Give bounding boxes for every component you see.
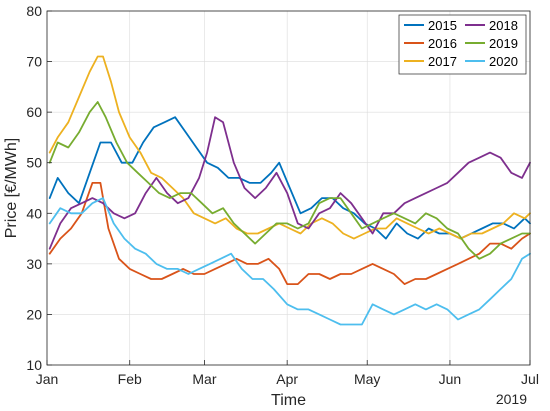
y-tick-label: 40 <box>26 205 42 221</box>
series-line-2016 <box>48 181 531 286</box>
legend-label-2020: 2020 <box>489 54 518 69</box>
x-tick-label: Mar <box>192 371 216 387</box>
axis-ticks: 10 20 30 40 50 60 70 80 Jan Feb Mar Apr May Jun Jul <box>26 3 539 387</box>
year-note: 2019 <box>496 391 527 407</box>
x-axis-label: Time <box>271 392 306 409</box>
x-tick-label: Jun <box>439 371 462 387</box>
legend-label-2017: 2017 <box>428 54 457 69</box>
series-lines <box>48 55 531 326</box>
series-line-2018 <box>48 116 531 250</box>
series-line-2020 <box>48 197 531 326</box>
x-tick-label: May <box>354 371 380 387</box>
legend: 2015 2018 2016 2019 2017 2020 <box>398 14 527 75</box>
legend-label-2015: 2015 <box>428 18 457 33</box>
x-tick-label: Feb <box>118 371 142 387</box>
x-tick-label: Jan <box>36 371 59 387</box>
y-tick-label: 70 <box>26 54 42 70</box>
y-tick-label: 10 <box>26 357 42 373</box>
x-tick-label: Jul <box>521 371 539 387</box>
y-tick-label: 20 <box>26 306 42 322</box>
y-tick-label: 60 <box>26 104 42 120</box>
series-line-2019 <box>48 101 531 260</box>
y-axis-label: Price [€/MWh] <box>3 138 20 238</box>
y-tick-label: 30 <box>26 256 42 272</box>
legend-label-2016: 2016 <box>428 36 457 51</box>
series-line-2017 <box>48 55 531 240</box>
legend-label-2019: 2019 <box>489 36 518 51</box>
plot-frame <box>46 10 531 366</box>
x-tick-label: Apr <box>276 371 298 387</box>
legend-label-2018: 2018 <box>489 18 518 33</box>
y-tick-label: 50 <box>26 155 42 171</box>
y-tick-label: 80 <box>26 3 42 19</box>
